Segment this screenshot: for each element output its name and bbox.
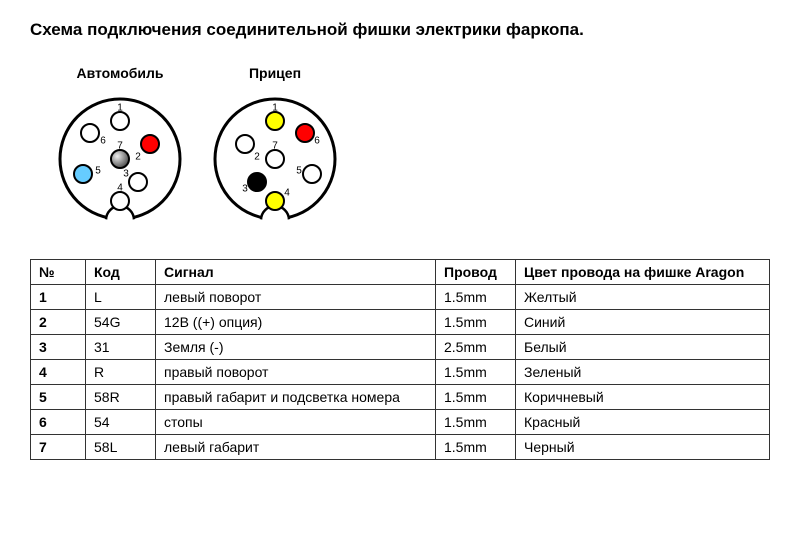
- svg-text:3: 3: [123, 169, 129, 180]
- svg-text:4: 4: [117, 183, 123, 194]
- cell-signal: 12В ((+) опция): [156, 310, 436, 335]
- cell-wire: 1.5mm: [436, 385, 516, 410]
- cell-num: 5: [31, 385, 86, 410]
- cell-color: Коричневый: [516, 385, 770, 410]
- svg-text:1: 1: [272, 103, 278, 114]
- cell-signal: левый поворот: [156, 285, 436, 310]
- svg-text:5: 5: [296, 166, 302, 177]
- cell-num: 1: [31, 285, 86, 310]
- cell-code: 54: [86, 410, 156, 435]
- cell-num: 6: [31, 410, 86, 435]
- connector-trailer-svg: 1 2 3 45 6 7: [205, 89, 345, 229]
- table-header-row: № Код Сигнал Провод Цвет провода на фишк…: [31, 260, 770, 285]
- table-row: 254G12В ((+) опция)1.5mmСиний: [31, 310, 770, 335]
- page-title: Схема подключения соединительной фишки э…: [30, 20, 770, 40]
- svg-text:5: 5: [95, 166, 101, 177]
- svg-text:6: 6: [100, 136, 106, 147]
- cell-num: 7: [31, 435, 86, 460]
- cell-signal: правый габарит и подсветка номера: [156, 385, 436, 410]
- svg-text:2: 2: [254, 152, 260, 163]
- table-row: 331Земля (-)2.5mmБелый: [31, 335, 770, 360]
- cell-code: R: [86, 360, 156, 385]
- th-code: Код: [86, 260, 156, 285]
- connector-car-label: Автомобиль: [50, 65, 190, 81]
- cell-signal: правый поворот: [156, 360, 436, 385]
- cell-wire: 1.5mm: [436, 310, 516, 335]
- cell-signal: левый габарит: [156, 435, 436, 460]
- table-row: 4Rправый поворот1.5mmЗеленый: [31, 360, 770, 385]
- cell-signal: стопы: [156, 410, 436, 435]
- cell-color: Зеленый: [516, 360, 770, 385]
- cell-num: 4: [31, 360, 86, 385]
- cell-color: Красный: [516, 410, 770, 435]
- svg-text:1: 1: [117, 103, 123, 114]
- cell-code: 54G: [86, 310, 156, 335]
- cell-color: Черный: [516, 435, 770, 460]
- cell-color: Белый: [516, 335, 770, 360]
- cell-code: 58R: [86, 385, 156, 410]
- cell-color: Синий: [516, 310, 770, 335]
- svg-text:4: 4: [284, 188, 290, 199]
- cell-code: 58L: [86, 435, 156, 460]
- svg-text:2: 2: [135, 152, 141, 163]
- connector-car-svg: 1 234 5 67: [50, 89, 190, 229]
- th-signal: Сигнал: [156, 260, 436, 285]
- cell-color: Желтый: [516, 285, 770, 310]
- svg-text:6: 6: [314, 136, 320, 147]
- cell-num: 2: [31, 310, 86, 335]
- cell-wire: 1.5mm: [436, 410, 516, 435]
- table-row: 758Lлевый габарит1.5mmЧерный: [31, 435, 770, 460]
- cell-code: L: [86, 285, 156, 310]
- svg-text:7: 7: [272, 141, 278, 152]
- table-row: 1Lлевый поворот1.5mmЖелтый: [31, 285, 770, 310]
- th-wire: Провод: [436, 260, 516, 285]
- svg-text:7: 7: [117, 141, 123, 152]
- connector-trailer: Прицеп 1 2 3 45 6 7: [205, 65, 345, 229]
- table-row: 654стопы1.5mmКрасный: [31, 410, 770, 435]
- cell-wire: 1.5mm: [436, 435, 516, 460]
- cell-wire: 1.5mm: [436, 285, 516, 310]
- svg-text:3: 3: [242, 184, 248, 195]
- cell-wire: 2.5mm: [436, 335, 516, 360]
- wiring-table: № Код Сигнал Провод Цвет провода на фишк…: [30, 259, 770, 460]
- th-color: Цвет провода на фишке Aragon: [516, 260, 770, 285]
- connector-diagrams: Автомобиль 1234567 Прицеп 1234567: [50, 65, 770, 229]
- connector-trailer-label: Прицеп: [205, 65, 345, 81]
- cell-num: 3: [31, 335, 86, 360]
- cell-code: 31: [86, 335, 156, 360]
- cell-signal: Земля (-): [156, 335, 436, 360]
- cell-wire: 1.5mm: [436, 360, 516, 385]
- table-row: 558Rправый габарит и подсветка номера1.5…: [31, 385, 770, 410]
- connector-car: Автомобиль 1 234 5 67: [50, 65, 190, 229]
- th-num: №: [31, 260, 86, 285]
